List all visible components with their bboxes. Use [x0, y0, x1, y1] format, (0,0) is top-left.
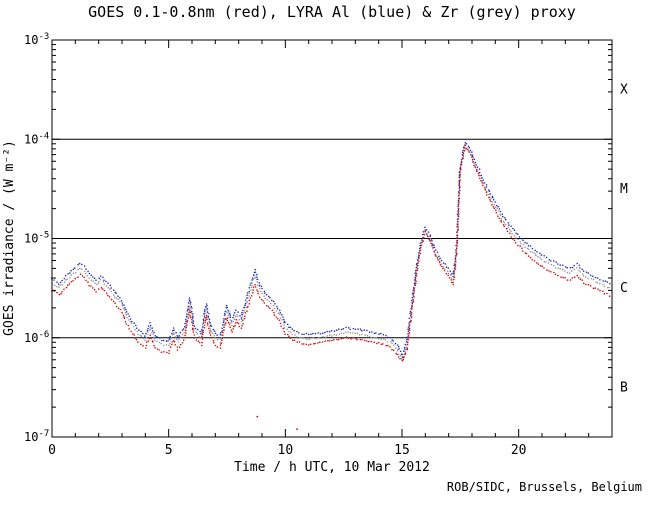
y-tick-label: 10-5: [24, 231, 49, 246]
flare-class-label: B: [620, 380, 628, 395]
outlier-point: [256, 415, 259, 418]
y-axis-label: GOES irradiance / (W m⁻²): [2, 140, 17, 336]
y-tick-label: 10-6: [24, 330, 49, 345]
x-tick-label: 15: [394, 443, 410, 458]
x-tick-label: 5: [165, 443, 173, 458]
series-al: [50, 141, 611, 358]
gridlines-layer: [52, 138, 612, 339]
y-tick-label: 10-7: [24, 429, 49, 444]
y-tick-label: 10-4: [24, 131, 49, 146]
x-axis-label: Time / h UTC, 10 Mar 2012: [234, 460, 430, 475]
x-tick-label: 10: [278, 443, 294, 458]
flare-class-label: X: [620, 83, 628, 98]
flare-class-label: M: [620, 182, 628, 197]
credit-text: ROB/SIDC, Brussels, Belgium: [447, 480, 642, 494]
axes-layer: 0 5 10 15 20 10-7 10-6 10-5 10-4 10-3 X M C B: [24, 32, 628, 458]
x-tick-label: 0: [48, 443, 56, 458]
y-tick-label: 10-3: [24, 32, 49, 47]
flare-class-label: C: [620, 281, 628, 296]
chart-title: GOES 0.1-0.8nm (red), LYRA Al (blue) & Z…: [88, 3, 576, 21]
x-tick-label: 20: [511, 443, 527, 458]
series-goes: [50, 144, 611, 362]
data-layer: [50, 141, 611, 430]
outlier-point: [296, 428, 298, 430]
